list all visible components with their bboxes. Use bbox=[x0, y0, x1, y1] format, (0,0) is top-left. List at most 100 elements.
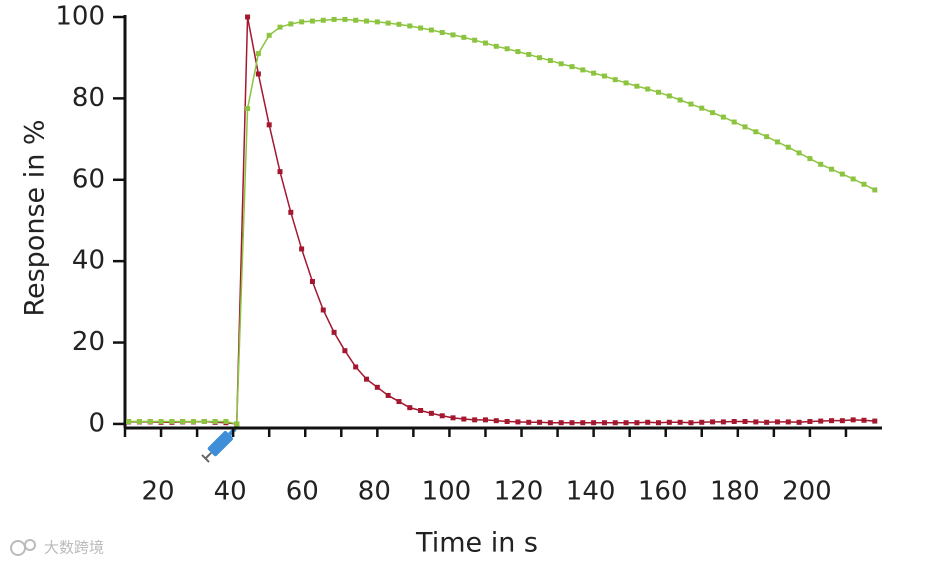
point-marker bbox=[688, 101, 694, 107]
point-marker bbox=[234, 421, 240, 427]
point-marker bbox=[872, 418, 878, 424]
point-marker bbox=[861, 417, 867, 423]
point-marker bbox=[742, 418, 748, 424]
point-marker bbox=[288, 209, 294, 215]
point-marker bbox=[245, 14, 251, 20]
point-marker bbox=[796, 419, 802, 425]
point-marker bbox=[158, 418, 164, 424]
point-marker bbox=[547, 420, 553, 426]
point-marker bbox=[320, 17, 326, 23]
point-marker bbox=[353, 17, 359, 23]
point-marker bbox=[482, 40, 488, 46]
point-marker bbox=[428, 410, 434, 416]
point-marker bbox=[601, 420, 607, 426]
point-marker bbox=[245, 106, 251, 112]
point-marker bbox=[720, 114, 726, 120]
x-axis-title: Time in s bbox=[415, 528, 538, 559]
point-marker bbox=[677, 419, 683, 425]
point-marker bbox=[569, 420, 575, 426]
point-marker bbox=[807, 156, 813, 162]
point-marker bbox=[829, 166, 835, 172]
point-marker bbox=[656, 89, 662, 95]
point-marker bbox=[385, 392, 391, 398]
point-marker bbox=[699, 105, 705, 111]
point-marker bbox=[461, 416, 467, 422]
point-marker bbox=[147, 418, 153, 424]
point-marker bbox=[299, 246, 305, 252]
point-marker bbox=[331, 16, 337, 22]
series-line bbox=[128, 18, 876, 425]
point-marker bbox=[353, 364, 359, 370]
y-tick-label: 60 bbox=[72, 164, 105, 194]
point-marker bbox=[407, 23, 413, 29]
point-marker bbox=[407, 405, 413, 411]
x-tick-label: 80 bbox=[358, 477, 391, 507]
point-marker bbox=[850, 176, 856, 182]
point-marker bbox=[634, 83, 640, 89]
point-marker bbox=[180, 418, 186, 424]
y-tick-label: 20 bbox=[72, 327, 105, 357]
x-tick-label: 160 bbox=[638, 477, 688, 507]
point-marker bbox=[818, 418, 824, 424]
point-marker bbox=[277, 24, 283, 30]
point-marker bbox=[623, 420, 629, 426]
x-tick-label: 20 bbox=[142, 477, 175, 507]
point-marker bbox=[201, 418, 207, 424]
point-marker bbox=[580, 420, 586, 426]
y-tick-label: 0 bbox=[88, 408, 105, 438]
point-marker bbox=[829, 418, 835, 424]
point-marker bbox=[255, 51, 261, 57]
watermark-icon bbox=[10, 539, 36, 556]
x-tick-label: 60 bbox=[286, 477, 319, 507]
point-marker bbox=[807, 418, 813, 424]
y-tick-label: 100 bbox=[55, 2, 105, 32]
point-marker bbox=[472, 37, 478, 43]
point-marker bbox=[753, 129, 759, 135]
point-marker bbox=[677, 97, 683, 103]
point-marker bbox=[385, 20, 391, 26]
point-marker bbox=[591, 70, 597, 76]
point-marker bbox=[645, 86, 651, 92]
point-marker bbox=[450, 415, 456, 421]
point-marker bbox=[472, 417, 478, 423]
point-marker bbox=[872, 187, 878, 193]
point-marker bbox=[699, 419, 705, 425]
point-marker bbox=[169, 418, 175, 424]
point-marker bbox=[396, 399, 402, 405]
point-marker bbox=[580, 67, 586, 73]
point-marker bbox=[493, 43, 499, 49]
y-tick-label: 40 bbox=[72, 246, 105, 276]
point-marker bbox=[785, 144, 791, 150]
point-marker bbox=[136, 418, 142, 424]
point-marker bbox=[309, 18, 315, 24]
x-tick-label: 100 bbox=[422, 477, 472, 507]
point-marker bbox=[818, 161, 824, 167]
point-marker bbox=[493, 418, 499, 424]
point-marker bbox=[839, 418, 845, 424]
point-marker bbox=[277, 169, 283, 175]
point-marker bbox=[396, 21, 402, 27]
point-marker bbox=[612, 420, 618, 426]
point-marker bbox=[482, 417, 488, 423]
point-marker bbox=[764, 134, 770, 140]
point-marker bbox=[656, 420, 662, 426]
watermark: 大数跨境 bbox=[44, 539, 104, 557]
point-marker bbox=[126, 418, 132, 424]
point-marker bbox=[537, 419, 543, 425]
point-marker bbox=[623, 80, 629, 86]
point-marker bbox=[601, 73, 607, 79]
point-marker bbox=[753, 419, 759, 425]
x-tick-label: 40 bbox=[214, 477, 247, 507]
point-marker bbox=[839, 171, 845, 177]
x-tick-label: 140 bbox=[566, 477, 616, 507]
x-tick-label: 180 bbox=[710, 477, 760, 507]
point-marker bbox=[710, 419, 716, 425]
point-marker bbox=[374, 384, 380, 390]
point-marker bbox=[796, 150, 802, 156]
point-marker bbox=[558, 420, 564, 426]
point-marker bbox=[504, 418, 510, 424]
point-marker bbox=[504, 46, 510, 52]
point-marker bbox=[710, 110, 716, 116]
point-marker bbox=[688, 420, 694, 426]
point-marker bbox=[515, 49, 521, 55]
